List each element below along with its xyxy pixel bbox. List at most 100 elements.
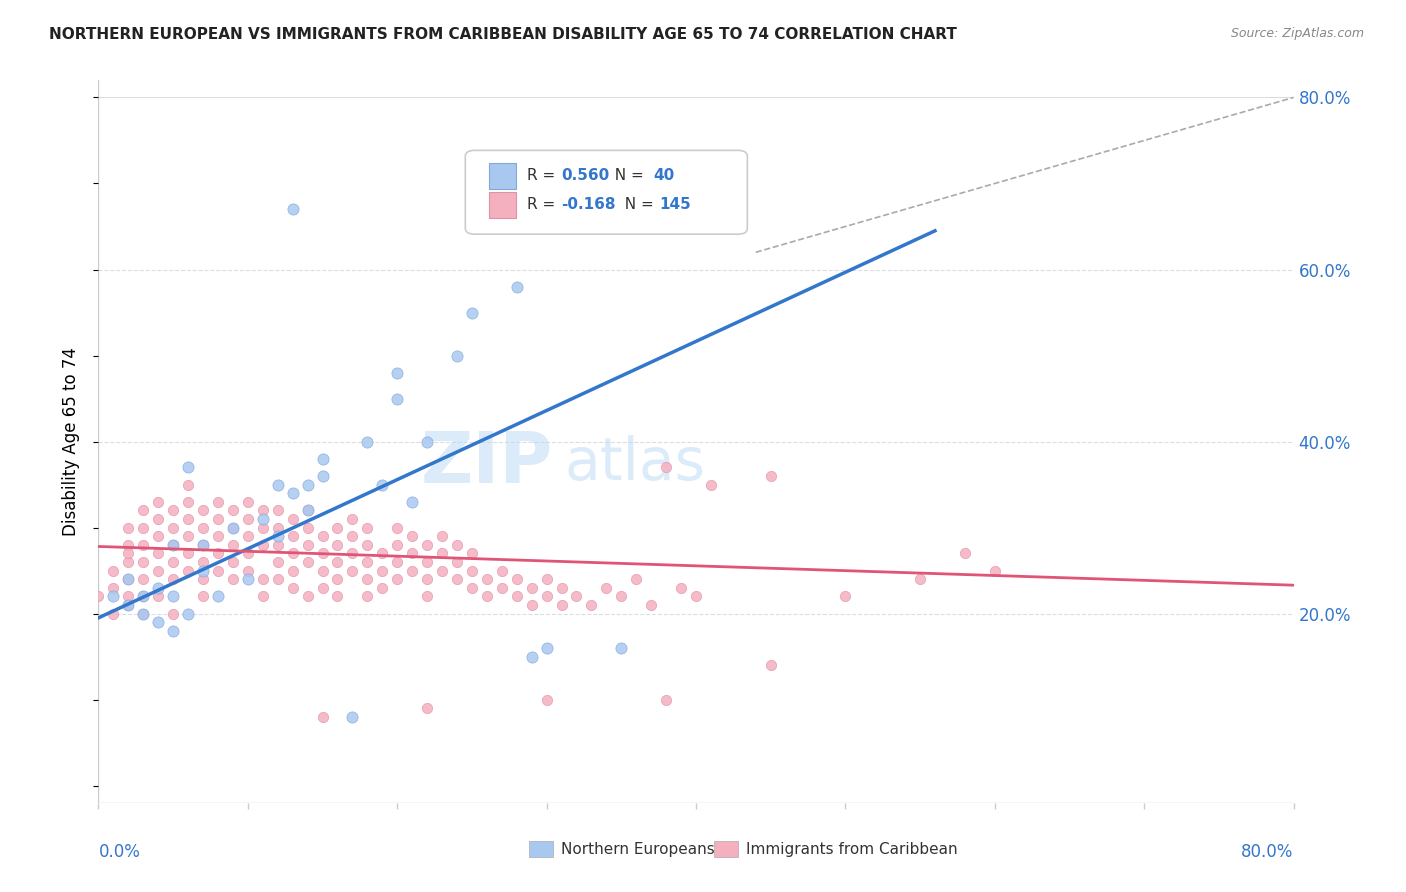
Point bbox=[207, 564, 229, 578]
Point bbox=[326, 590, 349, 604]
Point bbox=[162, 590, 184, 604]
Point bbox=[267, 538, 290, 552]
Point bbox=[461, 581, 484, 595]
Point bbox=[401, 529, 423, 543]
Point bbox=[626, 572, 648, 586]
Point bbox=[132, 572, 155, 586]
Point bbox=[356, 555, 378, 569]
Point bbox=[311, 710, 333, 724]
Point bbox=[297, 503, 319, 517]
Point bbox=[311, 581, 333, 595]
Point bbox=[342, 564, 364, 578]
Point bbox=[132, 607, 155, 621]
Point bbox=[416, 701, 439, 715]
Point bbox=[267, 477, 290, 491]
Point bbox=[148, 564, 170, 578]
Text: ZIP: ZIP bbox=[420, 429, 553, 498]
Point bbox=[342, 710, 364, 724]
Point bbox=[117, 538, 139, 552]
Point bbox=[103, 564, 125, 578]
Point bbox=[207, 529, 229, 543]
Text: 80.0%: 80.0% bbox=[1241, 843, 1294, 861]
Point bbox=[430, 546, 453, 560]
Point bbox=[191, 538, 214, 552]
Point bbox=[326, 555, 349, 569]
Point bbox=[655, 460, 678, 475]
Point bbox=[117, 546, 139, 560]
Point bbox=[356, 572, 378, 586]
Point bbox=[669, 581, 692, 595]
Point bbox=[177, 494, 200, 508]
Point bbox=[177, 529, 200, 543]
FancyBboxPatch shape bbox=[465, 151, 748, 235]
Point bbox=[520, 581, 543, 595]
Point bbox=[222, 555, 245, 569]
Point bbox=[267, 520, 290, 534]
Point bbox=[132, 520, 155, 534]
Point bbox=[371, 546, 394, 560]
Point bbox=[177, 512, 200, 526]
Point bbox=[132, 538, 155, 552]
Point bbox=[222, 503, 245, 517]
Point bbox=[759, 658, 782, 673]
Point bbox=[117, 590, 139, 604]
Point bbox=[700, 477, 723, 491]
Point bbox=[236, 494, 259, 508]
Point bbox=[162, 607, 184, 621]
Point bbox=[595, 581, 617, 595]
Point bbox=[252, 520, 274, 534]
Point bbox=[834, 590, 856, 604]
Point bbox=[87, 590, 110, 604]
Point bbox=[326, 520, 349, 534]
Point bbox=[385, 366, 409, 380]
Point bbox=[281, 202, 304, 217]
Point bbox=[236, 529, 259, 543]
Point bbox=[565, 590, 588, 604]
Point bbox=[162, 503, 184, 517]
Point bbox=[356, 434, 378, 449]
Point bbox=[984, 564, 1007, 578]
Point bbox=[117, 572, 139, 586]
Point bbox=[342, 546, 364, 560]
Point bbox=[252, 512, 274, 526]
FancyBboxPatch shape bbox=[489, 192, 516, 218]
Point bbox=[356, 520, 378, 534]
Point bbox=[177, 607, 200, 621]
Point bbox=[506, 590, 529, 604]
Point bbox=[385, 555, 409, 569]
Point bbox=[342, 512, 364, 526]
Point bbox=[177, 477, 200, 491]
Point bbox=[177, 460, 200, 475]
Text: R =: R = bbox=[527, 169, 561, 183]
Point bbox=[117, 598, 139, 612]
Point bbox=[236, 572, 259, 586]
Point bbox=[252, 503, 274, 517]
Point bbox=[416, 538, 439, 552]
Point bbox=[191, 520, 214, 534]
Point bbox=[475, 572, 498, 586]
Text: Source: ZipAtlas.com: Source: ZipAtlas.com bbox=[1230, 27, 1364, 40]
Point bbox=[281, 529, 304, 543]
Point bbox=[520, 649, 543, 664]
Point bbox=[311, 546, 333, 560]
Point bbox=[148, 494, 170, 508]
Point bbox=[385, 392, 409, 406]
Point bbox=[222, 520, 245, 534]
Point bbox=[281, 486, 304, 500]
Point bbox=[103, 590, 125, 604]
Text: 0.0%: 0.0% bbox=[98, 843, 141, 861]
Point bbox=[536, 590, 558, 604]
Text: NORTHERN EUROPEAN VS IMMIGRANTS FROM CARIBBEAN DISABILITY AGE 65 TO 74 CORRELATI: NORTHERN EUROPEAN VS IMMIGRANTS FROM CAR… bbox=[49, 27, 957, 42]
Point bbox=[655, 692, 678, 706]
Point bbox=[191, 503, 214, 517]
Point bbox=[162, 538, 184, 552]
Point bbox=[191, 590, 214, 604]
Point bbox=[117, 520, 139, 534]
Point bbox=[640, 598, 662, 612]
Point bbox=[191, 555, 214, 569]
Point bbox=[281, 512, 304, 526]
Point bbox=[430, 529, 453, 543]
Point bbox=[610, 640, 633, 655]
Point bbox=[103, 581, 125, 595]
Point bbox=[416, 572, 439, 586]
